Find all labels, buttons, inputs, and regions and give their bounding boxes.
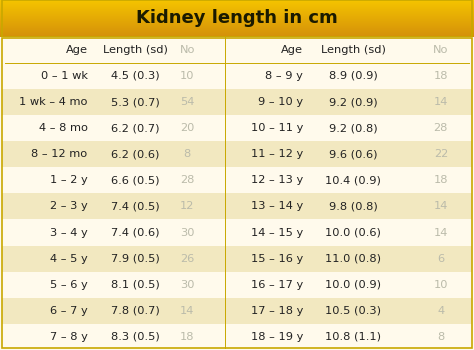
Text: 18: 18 <box>434 175 448 185</box>
Text: 17 – 18 y: 17 – 18 y <box>251 306 303 316</box>
Text: 9.8 (0.8): 9.8 (0.8) <box>329 202 377 211</box>
Text: 10: 10 <box>180 71 194 81</box>
Text: 8 – 9 y: 8 – 9 y <box>265 71 303 81</box>
Text: 30: 30 <box>180 228 194 238</box>
Text: 4: 4 <box>437 306 445 316</box>
Text: 28: 28 <box>180 175 194 185</box>
Bar <box>2 193 472 219</box>
Bar <box>2 246 472 272</box>
Text: 54: 54 <box>180 97 194 107</box>
Text: 10.8 (1.1): 10.8 (1.1) <box>325 332 381 342</box>
Text: 2 – 3 y: 2 – 3 y <box>50 202 88 211</box>
Text: 7.4 (0.6): 7.4 (0.6) <box>111 228 159 238</box>
Text: 9 – 10 y: 9 – 10 y <box>258 97 303 107</box>
Text: 13 – 14 y: 13 – 14 y <box>251 202 303 211</box>
Text: 14: 14 <box>180 306 194 316</box>
Text: 14: 14 <box>434 97 448 107</box>
Text: 10.0 (0.9): 10.0 (0.9) <box>325 280 381 290</box>
Text: 12 – 13 y: 12 – 13 y <box>251 175 303 185</box>
Text: 4 – 8 mo: 4 – 8 mo <box>39 123 88 133</box>
Text: 11 – 12 y: 11 – 12 y <box>251 149 303 159</box>
Text: 18 – 19 y: 18 – 19 y <box>251 332 303 342</box>
Bar <box>2 272 472 298</box>
Text: Age: Age <box>66 45 88 55</box>
Text: 10: 10 <box>434 280 448 290</box>
Text: 14 – 15 y: 14 – 15 y <box>251 228 303 238</box>
Text: 15 – 16 y: 15 – 16 y <box>251 254 303 264</box>
Text: 14: 14 <box>434 202 448 211</box>
Text: 8: 8 <box>183 149 191 159</box>
Text: 6 – 7 y: 6 – 7 y <box>50 306 88 316</box>
Text: 5 – 6 y: 5 – 6 y <box>50 280 88 290</box>
Text: Length (sd): Length (sd) <box>103 45 167 55</box>
Text: 28: 28 <box>434 123 448 133</box>
Text: 9.2 (0.9): 9.2 (0.9) <box>329 97 377 107</box>
Text: 26: 26 <box>180 254 194 264</box>
Text: 8: 8 <box>437 332 445 342</box>
Text: 22: 22 <box>434 149 448 159</box>
Bar <box>2 63 472 89</box>
Text: 8.1 (0.5): 8.1 (0.5) <box>111 280 159 290</box>
Text: 7 – 8 y: 7 – 8 y <box>50 332 88 342</box>
Text: 8 – 12 mo: 8 – 12 mo <box>31 149 88 159</box>
Text: 20: 20 <box>180 123 194 133</box>
Text: 9.6 (0.6): 9.6 (0.6) <box>329 149 377 159</box>
Text: 7.4 (0.5): 7.4 (0.5) <box>111 202 159 211</box>
Bar <box>2 141 472 167</box>
Text: 12: 12 <box>180 202 194 211</box>
Text: 1 – 2 y: 1 – 2 y <box>50 175 88 185</box>
Text: Age: Age <box>282 45 303 55</box>
Text: 18: 18 <box>434 71 448 81</box>
Text: 11.0 (0.8): 11.0 (0.8) <box>325 254 381 264</box>
Text: 6.6 (0.5): 6.6 (0.5) <box>111 175 159 185</box>
Text: 10.5 (0.3): 10.5 (0.3) <box>325 306 381 316</box>
Text: 4.5 (0.3): 4.5 (0.3) <box>111 71 159 81</box>
Text: 10 – 11 y: 10 – 11 y <box>251 123 303 133</box>
Bar <box>2 298 472 324</box>
Bar <box>2 219 472 246</box>
Text: 18: 18 <box>180 332 194 342</box>
Text: 9.2 (0.8): 9.2 (0.8) <box>329 123 377 133</box>
Text: 7.9 (0.5): 7.9 (0.5) <box>111 254 159 264</box>
Text: 3 – 4 y: 3 – 4 y <box>50 228 88 238</box>
Text: 6: 6 <box>437 254 445 264</box>
Text: Length (sd): Length (sd) <box>321 45 385 55</box>
Text: 14: 14 <box>434 228 448 238</box>
Bar <box>2 89 472 115</box>
Text: 5.3 (0.7): 5.3 (0.7) <box>111 97 159 107</box>
Text: Kidney length in cm: Kidney length in cm <box>136 9 338 27</box>
Text: 6.2 (0.6): 6.2 (0.6) <box>111 149 159 159</box>
Text: 7.8 (0.7): 7.8 (0.7) <box>111 306 159 316</box>
Text: 30: 30 <box>180 280 194 290</box>
Text: 10.0 (0.6): 10.0 (0.6) <box>325 228 381 238</box>
Text: 16 – 17 y: 16 – 17 y <box>251 280 303 290</box>
Bar <box>2 167 472 194</box>
Text: 10.4 (0.9): 10.4 (0.9) <box>325 175 381 185</box>
Text: 8.3 (0.5): 8.3 (0.5) <box>111 332 159 342</box>
Text: No: No <box>433 45 448 55</box>
Bar <box>2 324 472 350</box>
Text: 1 wk – 4 mo: 1 wk – 4 mo <box>19 97 88 107</box>
Text: 6.2 (0.7): 6.2 (0.7) <box>111 123 159 133</box>
Text: 8.9 (0.9): 8.9 (0.9) <box>329 71 377 81</box>
Bar <box>2 115 472 141</box>
Text: 4 – 5 y: 4 – 5 y <box>50 254 88 264</box>
Text: No: No <box>180 45 195 55</box>
Text: 0 – 1 wk: 0 – 1 wk <box>41 71 88 81</box>
